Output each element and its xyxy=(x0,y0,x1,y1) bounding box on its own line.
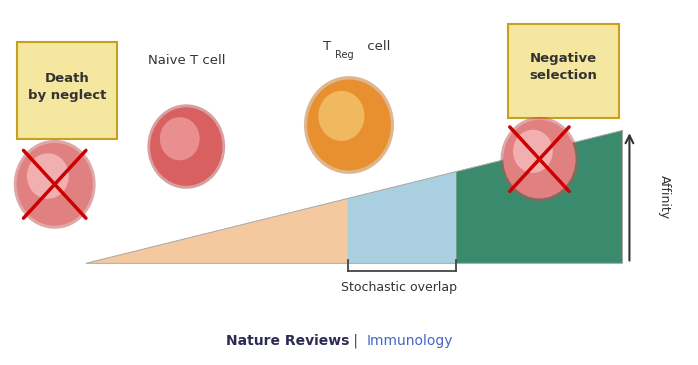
Ellipse shape xyxy=(147,104,225,189)
Text: Affinity: Affinity xyxy=(658,175,671,219)
Ellipse shape xyxy=(304,76,394,174)
Text: Stochastic overlap: Stochastic overlap xyxy=(341,281,457,294)
Text: Nature Reviews: Nature Reviews xyxy=(225,334,349,348)
Polygon shape xyxy=(348,172,456,264)
Ellipse shape xyxy=(500,117,579,201)
Text: Reg: Reg xyxy=(335,50,354,60)
Polygon shape xyxy=(86,130,623,264)
Polygon shape xyxy=(456,130,623,264)
Text: Immunology: Immunology xyxy=(366,334,453,348)
Ellipse shape xyxy=(307,80,391,170)
Text: Death
by neglect: Death by neglect xyxy=(28,72,106,102)
Ellipse shape xyxy=(160,117,200,160)
Ellipse shape xyxy=(513,130,553,173)
Ellipse shape xyxy=(503,120,576,199)
Ellipse shape xyxy=(150,107,223,186)
FancyBboxPatch shape xyxy=(17,42,117,139)
FancyBboxPatch shape xyxy=(508,24,619,118)
Text: Negative
selection: Negative selection xyxy=(530,53,597,82)
Ellipse shape xyxy=(17,143,93,226)
Ellipse shape xyxy=(14,140,96,229)
Text: Naive T cell: Naive T cell xyxy=(147,54,225,68)
Text: T: T xyxy=(322,40,331,53)
Ellipse shape xyxy=(27,153,69,199)
Text: |: | xyxy=(349,333,362,348)
Ellipse shape xyxy=(318,91,364,141)
Text: cell: cell xyxy=(363,40,390,53)
